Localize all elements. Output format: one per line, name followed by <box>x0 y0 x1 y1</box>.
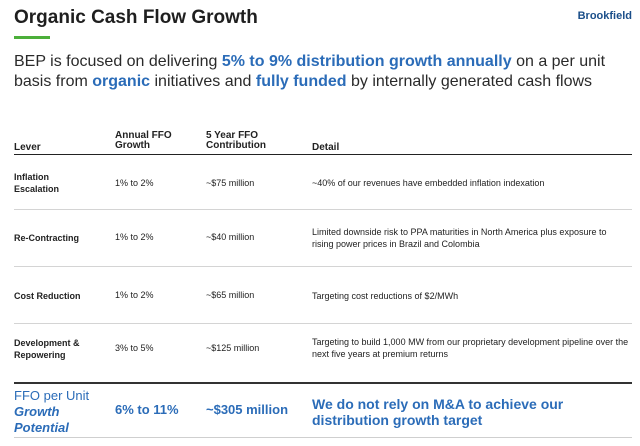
row-contribution: ~$65 million <box>206 290 255 300</box>
row-growth: 1% to 2% <box>115 232 154 242</box>
total-contribution: ~$305 million <box>206 402 289 417</box>
total-label-line1: FFO per Unit <box>14 388 90 403</box>
intro-text: by internally generated cash flows <box>346 73 593 90</box>
total-label-line2: Growth <box>14 404 60 419</box>
row-growth: 1% to 2% <box>115 290 154 300</box>
header-detail: Detail <box>312 142 340 153</box>
row-growth: 1% to 2% <box>115 178 154 188</box>
table-row: Development & Repowering 3% to 5% ~$125 … <box>14 324 632 380</box>
row-lever: Inflation Escalation <box>14 172 60 194</box>
table-header-row: Lever Annual FFO Growth 5 Year FFO Contr… <box>14 129 632 155</box>
header-annual-ffo-growth: Annual FFO Growth <box>115 130 172 151</box>
row-contribution: ~$40 million <box>206 232 255 242</box>
page-title: Organic Cash Flow Growth <box>14 7 258 28</box>
intro-highlight-organic: organic <box>92 73 151 90</box>
total-label-line3: Potential <box>14 420 69 435</box>
header-lever: Lever <box>14 142 41 153</box>
row-detail: Limited downside risk to PPA maturities … <box>312 227 607 249</box>
row-contribution: ~$75 million <box>206 178 255 188</box>
row-detail: Targeting cost reductions of $2/MWh <box>312 291 459 301</box>
brand-logo: Brookfield <box>577 10 632 22</box>
intro-statement: BEP is focused on delivering 5% to 9% di… <box>14 52 626 92</box>
total-growth: 6% to 11% <box>115 402 179 417</box>
row-lever: Cost Reduction <box>14 291 81 301</box>
growth-levers-table: Lever Annual FFO Growth 5 Year FFO Contr… <box>14 129 632 380</box>
row-lever: Development & Repowering <box>14 338 80 360</box>
row-detail: Targeting to build 1,000 MW from our pro… <box>312 337 629 359</box>
row-detail: ~40% of our revenues have embedded infla… <box>312 178 545 188</box>
title-accent-divider <box>14 36 50 39</box>
intro-text: on a per unit basis from <box>14 53 606 90</box>
row-lever: Re-Contracting <box>14 233 79 243</box>
intro-text: BEP is focused on delivering <box>14 53 222 70</box>
table-row: Cost Reduction 1% to 2% ~$65 million Tar… <box>14 267 632 324</box>
intro-highlight-growth: 5% to 9% distribution growth annually <box>221 53 512 70</box>
total-detail: We do not rely on M&A to achieve our dis… <box>312 396 564 428</box>
header-5yr-ffo-contribution: 5 Year FFO Contribution <box>206 130 266 151</box>
intro-text: initiatives and <box>150 73 256 90</box>
row-growth: 3% to 5% <box>115 343 154 353</box>
total-label: FFO per Unit Growth Potential <box>14 388 89 436</box>
table-row: Re-Contracting 1% to 2% ~$40 million Lim… <box>14 210 632 267</box>
intro-highlight-funded: fully funded <box>255 73 347 90</box>
row-contribution: ~$125 million <box>206 343 260 353</box>
table-total-row: FFO per Unit Growth Potential 6% to 11% ~$… <box>14 382 632 438</box>
table-row: Inflation Escalation 1% to 2% ~$75 milli… <box>14 155 632 210</box>
